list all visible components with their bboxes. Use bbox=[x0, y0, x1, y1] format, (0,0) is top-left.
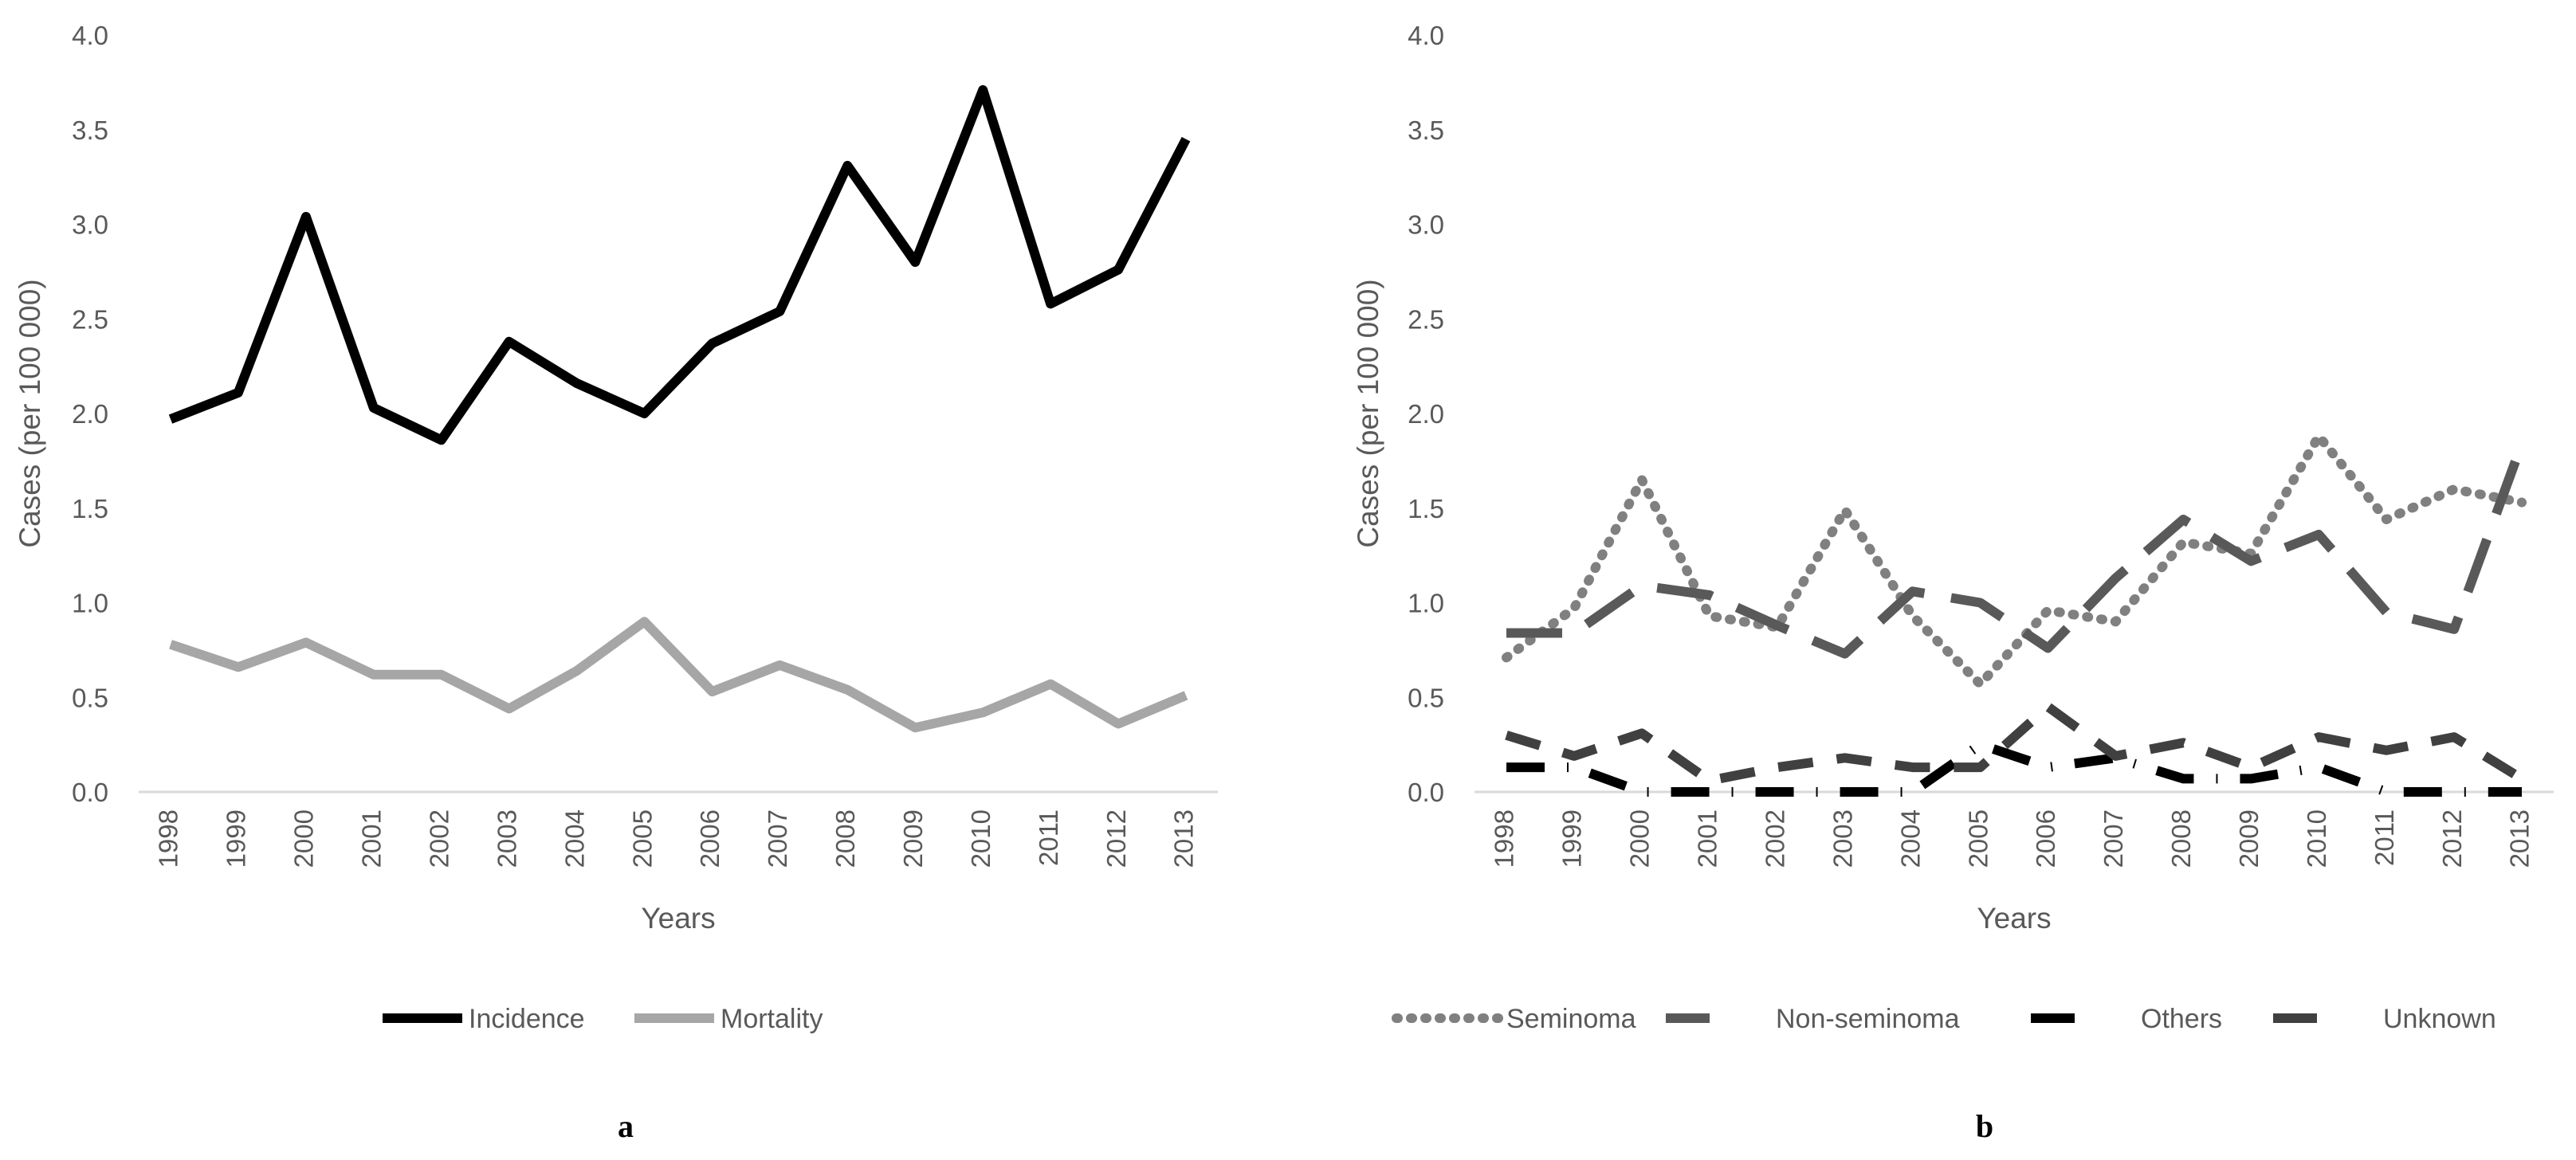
panel-b-y-tick-label: 3.5 bbox=[1408, 116, 1444, 145]
panel-b-x-tick-label: 2003 bbox=[1828, 809, 1857, 868]
panel-a-y-tick-label: 2.5 bbox=[72, 304, 108, 334]
panel-a-x-tick-label: 2008 bbox=[831, 809, 860, 868]
panel-b-x-tick-label: 2012 bbox=[2437, 809, 2467, 868]
panel-a-y-tick-label: 4.0 bbox=[72, 21, 108, 50]
panel-a-x-tick-label: 2013 bbox=[1169, 809, 1199, 868]
panel-b-x-tick-label: 2006 bbox=[2031, 809, 2060, 868]
panel-a-x-axis-title: Years bbox=[641, 902, 715, 935]
panel-b-x-tick-label: 2009 bbox=[2234, 809, 2264, 868]
panel-b-y-axis-title: Cases (per 100 000) bbox=[1352, 279, 1384, 547]
panel-b-x-tick-label: 1999 bbox=[1557, 809, 1587, 868]
panel-b-y-tick-label: 3.0 bbox=[1408, 210, 1444, 240]
panel-a-x-tick-label: 2004 bbox=[560, 809, 589, 868]
panel-a-x-tick-label: 2009 bbox=[898, 809, 928, 868]
panel-a-x-tick-label: 2011 bbox=[1034, 809, 1063, 866]
panel-a-legend-label: Mortality bbox=[721, 1004, 823, 1034]
panel-b-series-unknown-line bbox=[1505, 702, 2525, 786]
panel-a-y-tick-label: 0.0 bbox=[72, 778, 108, 807]
panel-a-series-mortality-line bbox=[169, 617, 1188, 733]
panel-a-series-incidence-line bbox=[168, 84, 1191, 445]
panel-b-series-others-line bbox=[1506, 739, 2522, 797]
panel-b-legend-label: Seminoma bbox=[1506, 1004, 1636, 1034]
panel-a-x-tick-label: 2001 bbox=[357, 809, 387, 868]
panel-b-x-tick-label: 2008 bbox=[2166, 809, 2196, 868]
panel-a-x-tick-label: 2002 bbox=[424, 809, 454, 868]
panel-b-x-tick-label: 2005 bbox=[1963, 809, 1993, 868]
panel-b-y-tick-label: 2.5 bbox=[1408, 304, 1444, 334]
panel-a-x-tick-label: 2006 bbox=[695, 809, 724, 868]
panel-a-x-tick-label: 2007 bbox=[763, 809, 792, 868]
panel-a-x-tick-label: 1999 bbox=[222, 809, 251, 868]
panel-b-x-tick-label: 2002 bbox=[1760, 809, 1789, 868]
panel-b-series-non-seminoma-line bbox=[1506, 441, 2527, 659]
panel-b-x-tick-label: 2007 bbox=[2099, 809, 2128, 868]
panel-b-y-tick-label: 4.0 bbox=[1408, 21, 1444, 50]
panel-a-x-tick-label: 2000 bbox=[289, 809, 319, 868]
panel-b-x-tick-label: 2001 bbox=[1693, 809, 1722, 868]
panel-b-x-tick-label: 2004 bbox=[1895, 809, 1925, 868]
panel-a-x-tick-label: 2012 bbox=[1101, 809, 1131, 868]
panel-b-x-tick-label: 2010 bbox=[2302, 809, 2331, 868]
panel-a-y-tick-label: 1.5 bbox=[72, 494, 108, 523]
chart-panel-a: 0.0 0.5 1.0 1.5 2.0 2.5 3.0 3.5 4.0 1998 1999 2000 2… bbox=[14, 21, 1218, 1034]
panel-a-y-tick-label: 0.5 bbox=[72, 683, 108, 712]
panel-b-legend-label: Others bbox=[2141, 1004, 2222, 1034]
panel-a-y-tick-label: 3.5 bbox=[72, 116, 108, 145]
panel-b-legend-label: Non-seminoma bbox=[1776, 1004, 1960, 1034]
panel-b-y-tick-label: 0.5 bbox=[1408, 683, 1444, 712]
panel-a-x-tick-label: 1998 bbox=[154, 809, 183, 868]
panel-a-x-tick-label: 2005 bbox=[627, 809, 657, 868]
panel-b-legend-label: Unknown bbox=[2383, 1004, 2496, 1034]
panel-a-y-tick-label: 2.0 bbox=[72, 399, 108, 429]
panel-label-b: b bbox=[1976, 1108, 1993, 1144]
panel-b-x-tick-label: 2011 bbox=[2370, 809, 2399, 866]
panel-b-series-seminoma-line bbox=[1502, 431, 2527, 689]
panel-a-y-tick-label: 1.0 bbox=[72, 589, 108, 618]
panel-a-y-axis-title: Cases (per 100 000) bbox=[14, 279, 46, 547]
panel-b-y-tick-label: 1.0 bbox=[1408, 589, 1444, 618]
panel-a-x-tick-label: 2010 bbox=[966, 809, 995, 868]
panel-a-y-tick-label: 3.0 bbox=[72, 210, 108, 240]
panel-b-x-tick-label: 1998 bbox=[1490, 809, 1519, 868]
panel-label-a: a bbox=[618, 1108, 634, 1144]
panel-b-x-axis-title: Years bbox=[1977, 902, 2051, 935]
panel-b-y-tick-label: 2.0 bbox=[1408, 399, 1444, 429]
panel-b-y-tick-label: 0.0 bbox=[1408, 778, 1444, 807]
panel-b-y-tick-label: 1.5 bbox=[1408, 494, 1444, 523]
chart-panel-b: 0.0 0.5 1.0 1.5 2.0 2.5 3.0 3.5 4.0 1998 1999 2000 2… bbox=[1352, 21, 2554, 1034]
panel-b-x-tick-label: 2000 bbox=[1625, 809, 1655, 868]
panel-a-legend-label: Incidence bbox=[469, 1004, 585, 1034]
panel-a-x-tick-label: 2003 bbox=[492, 809, 521, 868]
panel-b-x-tick-label: 2013 bbox=[2505, 809, 2535, 868]
